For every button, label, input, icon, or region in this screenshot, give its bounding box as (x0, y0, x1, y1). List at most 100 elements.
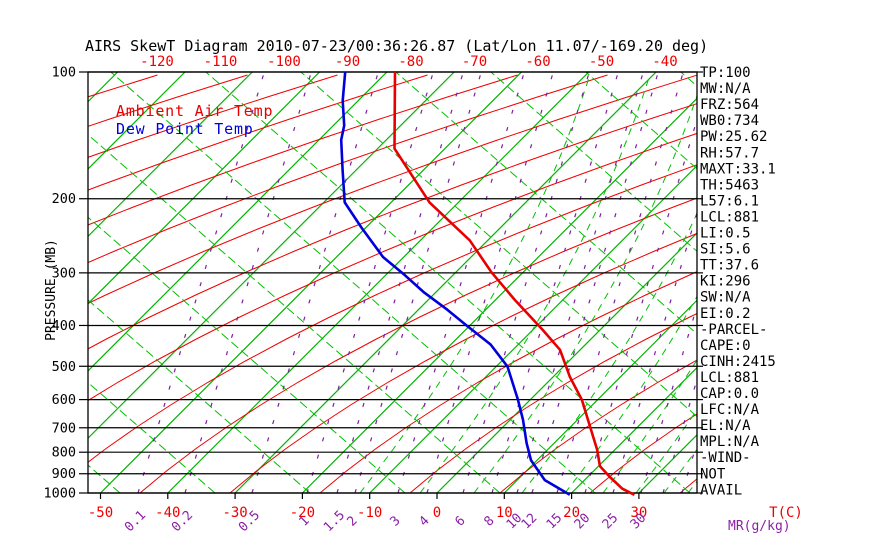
mixing-ratio-line (397, 72, 525, 493)
top-temp-tick-label: -120 (140, 54, 174, 70)
stat-line: MPL:N/A (700, 434, 760, 450)
mixing-ratio-tick-label: 3 (387, 513, 403, 529)
mixing-ratio-line (516, 72, 644, 493)
ambient-temp-curve (393, 72, 635, 496)
saturation-adiabat-line (395, 72, 697, 335)
dry-adiabat-line (409, 312, 697, 493)
moist-adiabat-line (419, 74, 651, 493)
mixing-ratio-tick-label: 1.5 (321, 508, 348, 535)
isotherm-line (88, 72, 186, 170)
pressure-tick-label: 400 (52, 318, 76, 334)
mixing-ratio-tick-label: 4 (416, 513, 432, 529)
dry-adiabat-line (88, 74, 338, 158)
mixing-ratio-line (612, 210, 697, 493)
mixing-ratio-line (491, 72, 619, 493)
pressure-tick-label: 900 (52, 466, 76, 482)
saturation-adiabat-line (88, 381, 216, 493)
mixing-ratio-line (137, 72, 265, 493)
dry-adiabat-line (88, 74, 518, 226)
mixing-ratio-line (306, 72, 434, 493)
legend-ambient-label: Ambient Air Temp (116, 102, 273, 120)
isotherm-line (234, 72, 657, 493)
stat-line: AVAIL (700, 482, 742, 498)
mixing-ratio-tick-label: 6 (452, 513, 468, 529)
isotherm-line (436, 232, 697, 493)
pressure-tick-label: 600 (52, 392, 76, 408)
legend-dewpoint-label: Dew Point Temp (116, 120, 254, 138)
mixing-ratio-line (531, 72, 659, 493)
bottom-temp-tick-label: 30 (630, 505, 647, 521)
plot-frame (87, 71, 698, 494)
bottom-temp-tick-label: -50 (88, 505, 113, 521)
moist-adiabat-line (473, 94, 697, 493)
isotherm-line (301, 97, 697, 493)
stat-line: FRZ:564 (700, 97, 759, 113)
stat-line: EL:N/A (700, 418, 751, 434)
dry-adiabat-line (499, 359, 697, 493)
stat-line: WB0:734 (700, 113, 759, 129)
top-temp-tick-label: -80 (398, 54, 423, 70)
mixing-ratio-line (354, 72, 482, 493)
stat-line: CAPE:0 (700, 338, 751, 354)
stat-line: CAP:0.0 (700, 386, 759, 402)
stat-line: RH:57.7 (700, 145, 759, 161)
pressure-tick-label: 300 (52, 265, 76, 281)
mixing-ratio-unit-label: MR(g/kg) (728, 519, 791, 534)
saturation-adiabat-line (110, 72, 596, 493)
pressure-axis: 100 200 300 400 500 600 700 800 900 1000 (43, 65, 76, 502)
mixing-ratio-line (584, 117, 697, 493)
dry-adiabat-line (319, 271, 697, 493)
chart-title: AIRS SkewT Diagram 2010-07-23/00:36:26.8… (85, 37, 708, 55)
isotherm-line (88, 72, 321, 305)
bottom-temp-tick-label: 10 (496, 505, 513, 521)
bottom-temp-axis: -50 -40 -30 -20 -10 0 10 20 30 (88, 493, 647, 521)
dewpoint-curve (339, 72, 571, 496)
stat-line: L57:6.1 (700, 193, 759, 209)
saturation-adiabat-line (205, 72, 691, 493)
top-temp-tick-label: -110 (204, 54, 238, 70)
stat-line: LI:0.5 (700, 226, 751, 242)
dry-adiabat-line (589, 413, 697, 493)
bottom-temp-tick-label: 20 (563, 505, 580, 521)
saturation-adiabat-line (490, 72, 697, 252)
moist-adiabat-line (359, 74, 591, 493)
top-temp-tick-label: -100 (267, 54, 301, 70)
isotherm-line (88, 72, 388, 372)
moist-adiabat-line (521, 212, 697, 493)
mixing-ratio-line (640, 304, 697, 493)
saturation-adiabat-line (88, 299, 311, 493)
stat-line: EI:0.2 (700, 306, 751, 322)
top-temp-axis: -120 -110 -100 -90 -80 -70 -60 -50 -40 (140, 54, 678, 70)
stat-line: NOT (700, 466, 726, 482)
pressure-tick-label: 700 (52, 420, 76, 436)
stat-line: TT:37.6 (700, 258, 759, 274)
dry-adiabat-line (88, 103, 697, 350)
stat-line: -WIND- (700, 450, 751, 466)
stat-line: PW:25.62 (700, 129, 767, 145)
stat-line: CINH:2415 (700, 354, 776, 370)
pressure-tick-label: 800 (52, 445, 76, 461)
mixing-ratio-line (426, 72, 554, 493)
isotherm-line (167, 72, 590, 493)
dry-adiabat-line (88, 74, 428, 191)
isotherm-line (100, 72, 522, 493)
stat-line: LFC:N/A (700, 402, 760, 418)
saturation-adiabat-line (88, 216, 406, 493)
top-temp-tick-label: -60 (525, 54, 550, 70)
stat-line: MW:N/A (700, 81, 751, 97)
mixing-ratio-line (184, 72, 312, 493)
dry-adiabat-line (229, 232, 697, 493)
mixing-ratio-line (251, 72, 379, 493)
stat-line: TH:5463 (700, 177, 759, 193)
mixing-ratio-line (336, 72, 464, 493)
temp-unit-label: T(C) (769, 505, 803, 521)
pressure-axis-title: PRESSURE (MB) (44, 239, 59, 341)
stat-line: KI:296 (700, 274, 751, 290)
saturation-adiabat-line (300, 72, 697, 418)
top-temp-tick-label: -90 (335, 54, 360, 70)
isotherm-line (503, 299, 697, 493)
mixing-ratio-tick-label: 25 (600, 511, 622, 533)
top-temp-tick-label: -50 (589, 54, 614, 70)
dry-adiabat-line (88, 132, 697, 402)
